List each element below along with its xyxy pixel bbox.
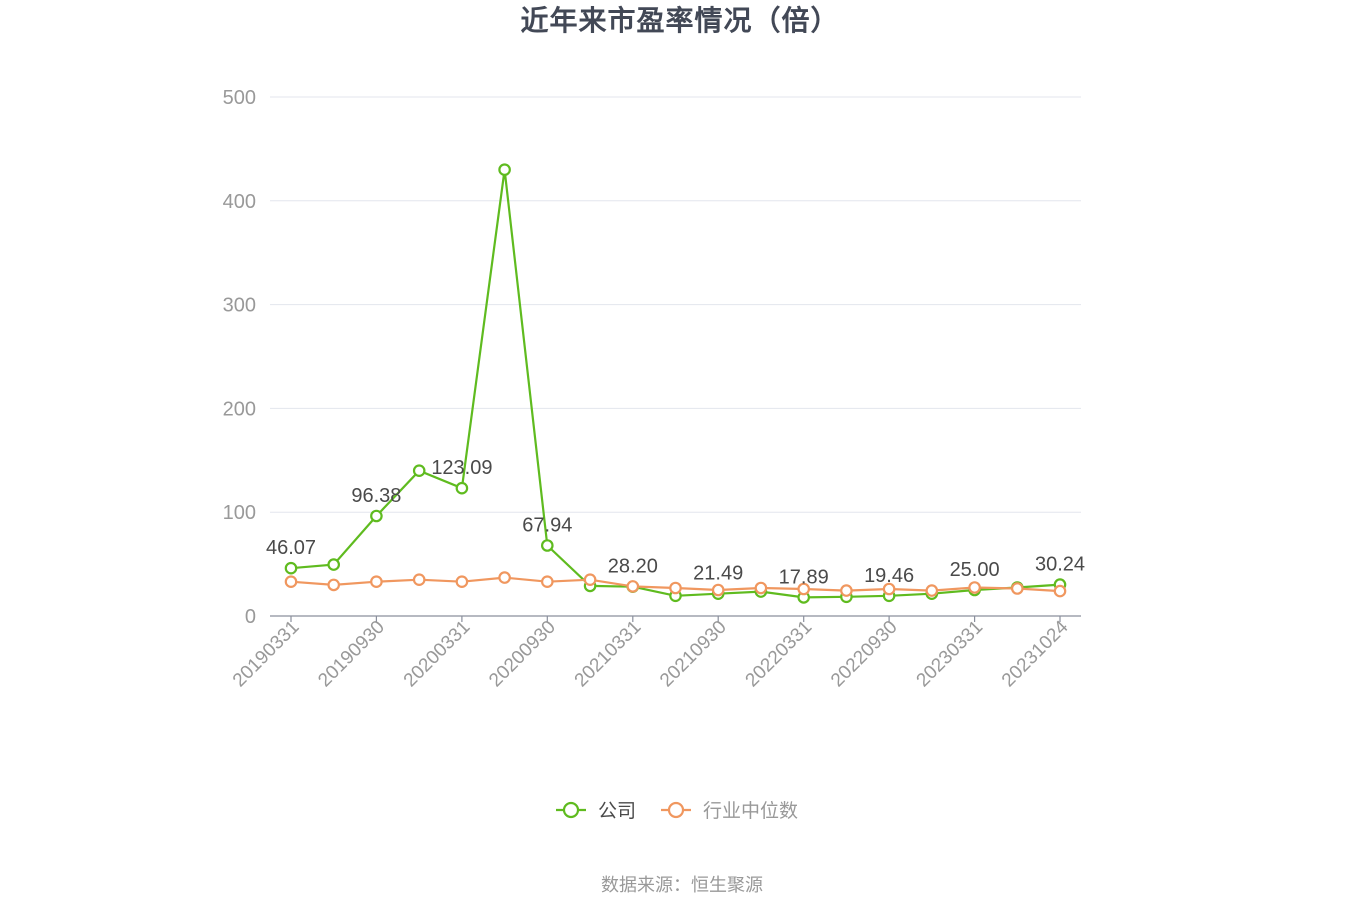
svg-text:20210930: 20210930 (656, 617, 731, 692)
svg-text:17.89: 17.89 (779, 566, 829, 588)
svg-text:123.09: 123.09 (431, 457, 492, 479)
svg-text:20200331: 20200331 (400, 617, 475, 692)
svg-text:20230331: 20230331 (913, 617, 988, 692)
svg-text:20220930: 20220930 (827, 617, 902, 692)
svg-text:28.20: 28.20 (608, 556, 658, 578)
svg-text:200: 200 (223, 398, 256, 420)
svg-text:500: 500 (223, 87, 256, 109)
svg-text:300: 300 (223, 295, 256, 317)
svg-text:400: 400 (223, 191, 256, 213)
svg-text:20210331: 20210331 (571, 617, 646, 692)
svg-text:20200930: 20200930 (485, 617, 560, 692)
svg-text:100: 100 (223, 502, 256, 524)
svg-text:20190930: 20190930 (314, 617, 389, 692)
svg-text:0: 0 (245, 606, 256, 628)
svg-text:19.46: 19.46 (864, 565, 914, 587)
svg-text:20190331: 20190331 (229, 617, 304, 692)
svg-text:公司: 公司 (598, 801, 636, 822)
svg-text:20220331: 20220331 (742, 617, 817, 692)
svg-text:46.07: 46.07 (266, 537, 316, 559)
svg-text:数据来源：恒生聚源: 数据来源：恒生聚源 (601, 875, 763, 895)
svg-text:25.00: 25.00 (950, 559, 1000, 581)
svg-text:96.38: 96.38 (351, 485, 401, 507)
svg-text:67.94: 67.94 (522, 515, 572, 537)
svg-text:行业中位数: 行业中位数 (703, 800, 798, 822)
svg-text:30.24: 30.24 (1035, 554, 1085, 576)
svg-text:20231024: 20231024 (998, 616, 1073, 691)
svg-text:21.49: 21.49 (693, 563, 743, 585)
